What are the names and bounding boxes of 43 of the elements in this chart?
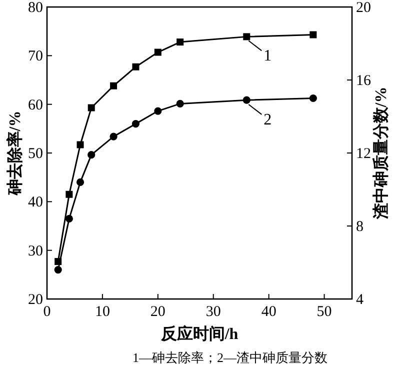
y2-tick-label: 20 (356, 0, 371, 16)
point (66, 190, 73, 198)
y-tick-label: 80 (28, 0, 43, 16)
y2-tick-label: 16 (356, 73, 372, 89)
x-tick-label: 10 (94, 304, 110, 320)
point (76, 141, 84, 148)
x-tick-label: 50 (316, 304, 332, 320)
point (76, 178, 84, 186)
point (88, 151, 96, 159)
point (310, 31, 317, 38)
text: 1—砷去除率；2—渣中砷质量分数 (132, 350, 328, 365)
y-tick-label: 50 (28, 146, 43, 162)
y-tick-label: 40 (28, 194, 43, 211)
point (88, 104, 95, 112)
y-tick-label: 60 (28, 97, 43, 114)
point (132, 120, 140, 128)
y-tick-label: 70 (28, 48, 43, 65)
point (242, 96, 250, 104)
y2-tick-label: 8 (356, 219, 364, 235)
y2-tick-label: 12 (356, 146, 371, 162)
point (154, 48, 162, 56)
point (54, 266, 62, 274)
x-tick-label: 40 (261, 304, 276, 320)
annotation: 2 (264, 111, 272, 128)
point (176, 38, 184, 46)
point (110, 132, 118, 140)
point (309, 94, 317, 102)
point (243, 33, 250, 40)
y-tick-label: 20 (28, 292, 43, 308)
point (132, 63, 140, 70)
point (65, 214, 73, 222)
x-tick-label: 30 (206, 304, 221, 320)
y2-axis-title: 渣中砷质量分数/% (372, 86, 390, 220)
y-axis-title: 砷去除率/% (5, 110, 24, 196)
annotation: 1 (264, 48, 272, 65)
x-tick-label: 0 (43, 304, 51, 320)
x-axis-title: 反应时间/h (160, 324, 238, 343)
point (110, 82, 118, 90)
x-tick-label: 20 (150, 304, 166, 320)
y2-tick-label: 4 (356, 292, 364, 308)
y-tick-label: 30 (28, 243, 43, 260)
point (154, 107, 162, 115)
point (176, 100, 184, 108)
